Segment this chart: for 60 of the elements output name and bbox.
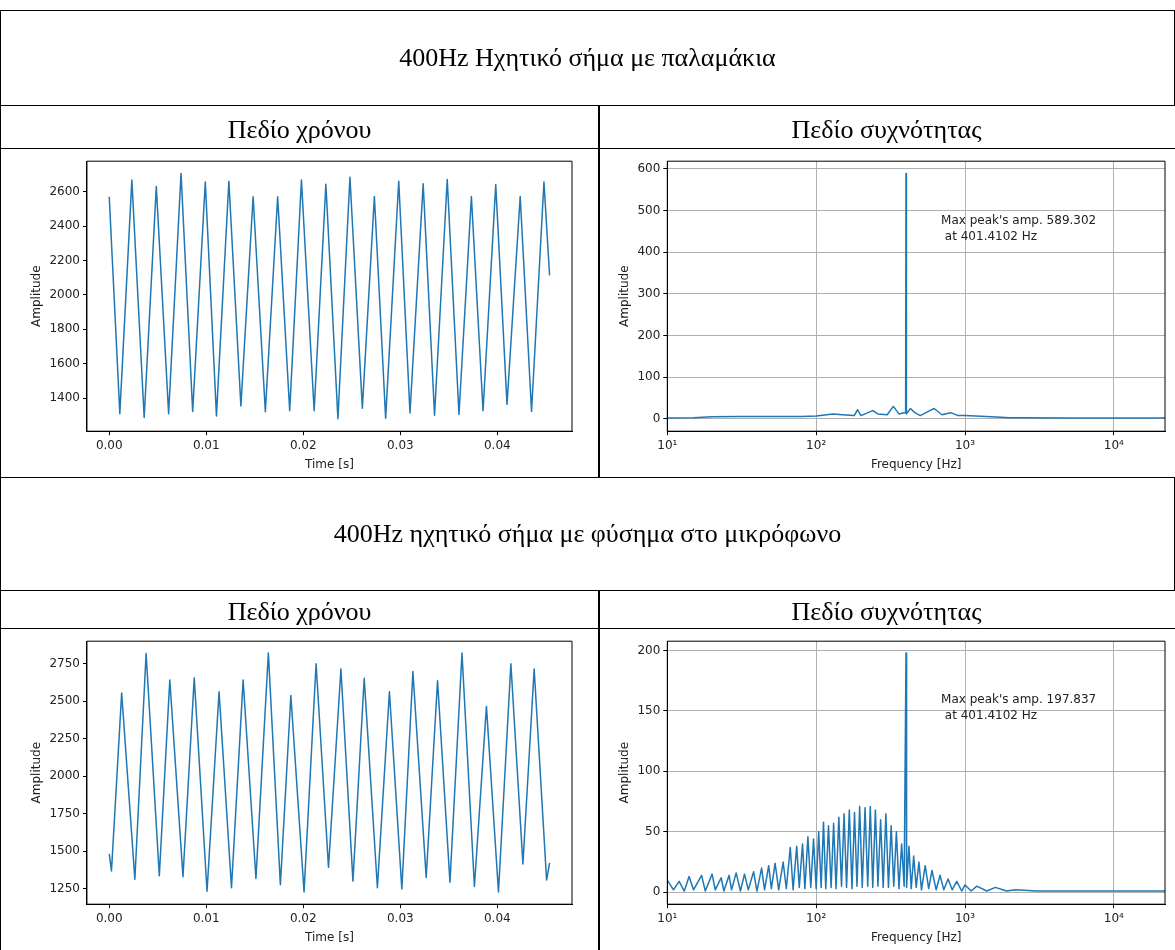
y-tick-label: 2200 [49, 252, 80, 267]
chart-title: Πεδίο χρόνου [0, 105, 599, 148]
chart-title: Πεδίο χρόνου [0, 590, 599, 628]
y-tick-label: 1600 [49, 355, 80, 370]
x-tick-label: 10³ [954, 910, 976, 925]
x-tick-label: 0.00 [95, 437, 123, 452]
x-tick-label: 0.04 [483, 437, 511, 452]
y-tick-label: 500 [637, 202, 661, 217]
y-tick-label: 2750 [49, 655, 80, 670]
y-tick-label: 1250 [49, 880, 80, 895]
x-tick-label: 10¹ [657, 437, 678, 452]
annotation: Max peak's amp. 589.302 at 401.4102 Hz [941, 213, 1097, 244]
x-tick-label: 0.04 [483, 910, 511, 925]
x-axis-title: Frequency [Hz] [870, 929, 962, 944]
y-tick-label: 300 [637, 286, 661, 301]
y-tick-label: 200 [637, 642, 661, 657]
x-tick-label: 0.02 [289, 910, 317, 925]
y-tick-label: 100 [637, 369, 661, 384]
y-axis-title: Amplitude [29, 741, 44, 804]
chart-subtitle: 400Hz ηχητικό σήμα με φύσημα στο μικρόφωνο [0, 477, 1175, 591]
x-tick-label: 10⁴ [1103, 437, 1125, 452]
y-tick-label: 150 [637, 703, 661, 718]
y-tick-label: 1800 [49, 321, 80, 336]
x-axis-title: Frequency [Hz] [870, 456, 962, 471]
x-tick-label: 0.00 [95, 910, 123, 925]
chart-title: Πεδίο συχνότητας [598, 590, 1175, 628]
y-tick-label: 200 [637, 327, 661, 342]
chart-title: Πεδίο συχνότητας [598, 105, 1175, 148]
x-tick-label: 10³ [954, 437, 976, 452]
y-tick-label: 1500 [49, 843, 80, 858]
x-tick-label: 0.03 [386, 910, 414, 925]
x-tick-label: 10² [806, 437, 827, 452]
y-axis-title: Amplitude [29, 265, 44, 327]
chart-subtitle: 400Hz Ηχητικό σήμα με παλαμάκια [0, 10, 1175, 106]
x-axis-title: Time [s] [304, 456, 354, 471]
y-tick-label: 2000 [49, 768, 80, 783]
y-tick-label: 1400 [49, 390, 80, 405]
y-tick-label: 1750 [49, 805, 80, 820]
x-tick-label: 0.03 [386, 437, 414, 452]
y-tick-label: 400 [637, 244, 661, 259]
y-tick-label: 100 [637, 763, 661, 778]
x-tick-label: 10¹ [657, 910, 678, 925]
y-tick-label: 600 [637, 161, 661, 176]
x-axis-title: Time [s] [304, 929, 354, 944]
x-tick-label: 0.01 [192, 910, 220, 925]
y-tick-label: 0 [652, 411, 661, 426]
x-tick-label: 0.01 [192, 437, 220, 452]
y-tick-label: 2600 [49, 183, 80, 198]
x-tick-label: 10² [806, 910, 827, 925]
y-axis-title: Amplitude [617, 265, 632, 327]
y-tick-label: 2000 [49, 286, 80, 301]
y-tick-label: 2500 [49, 693, 80, 708]
y-axis-title: Amplitude [617, 741, 632, 804]
annotation: Max peak's amp. 197.837 at 401.4102 Hz [941, 691, 1097, 722]
y-tick-label: 2250 [49, 730, 80, 745]
y-tick-label: 50 [645, 823, 661, 838]
y-tick-label: 2400 [49, 218, 80, 233]
x-tick-label: 0.02 [289, 437, 317, 452]
x-tick-label: 10⁴ [1103, 910, 1125, 925]
y-tick-label: 0 [652, 884, 661, 899]
